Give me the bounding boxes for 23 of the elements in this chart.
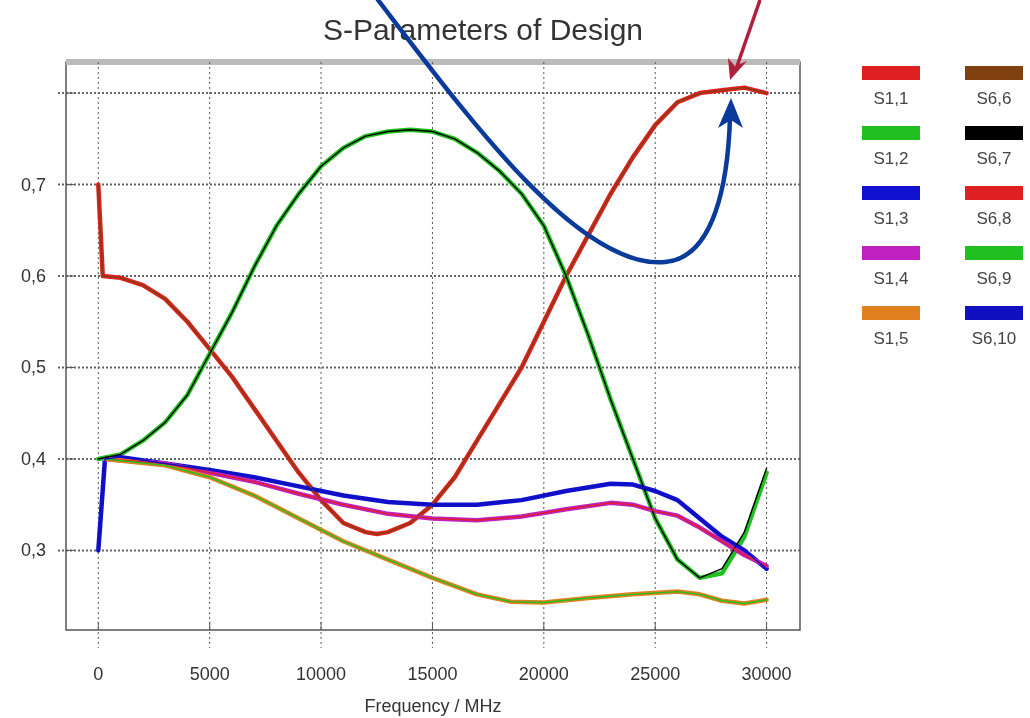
x-tick-label: 20000 [518,664,569,684]
legend-label: S6,9 [976,269,1012,288]
y-tick-label: 0,5 [20,357,46,378]
legend-label: S6,6 [976,89,1012,108]
legend-label: S1,3 [873,209,909,228]
legend-label: S1,4 [873,269,909,288]
y-tick-label: 0,6 [20,266,46,287]
legend-label: S1,2 [873,149,909,168]
x-axis-title: Frequency / MHz [364,696,502,716]
x-tick-label: 30000 [741,664,792,684]
x-tick-label: 5000 [189,664,230,684]
legend-label: S1,1 [873,89,909,108]
y-tick-label: 0,4 [20,448,46,469]
y-tick-label: 0,7 [20,174,46,195]
x-tick-label: 15000 [407,664,458,684]
y-tick-label: 0,3 [20,540,46,561]
x-tick-label: 25000 [630,664,681,684]
legend-label: S6,7 [976,149,1012,168]
legend-label: S6,10 [971,329,1017,348]
x-tick-label: 10000 [296,664,347,684]
x-tick-label: 0 [93,664,104,684]
legend-label: S1,5 [873,329,909,348]
legend-label: S6,8 [976,209,1012,228]
